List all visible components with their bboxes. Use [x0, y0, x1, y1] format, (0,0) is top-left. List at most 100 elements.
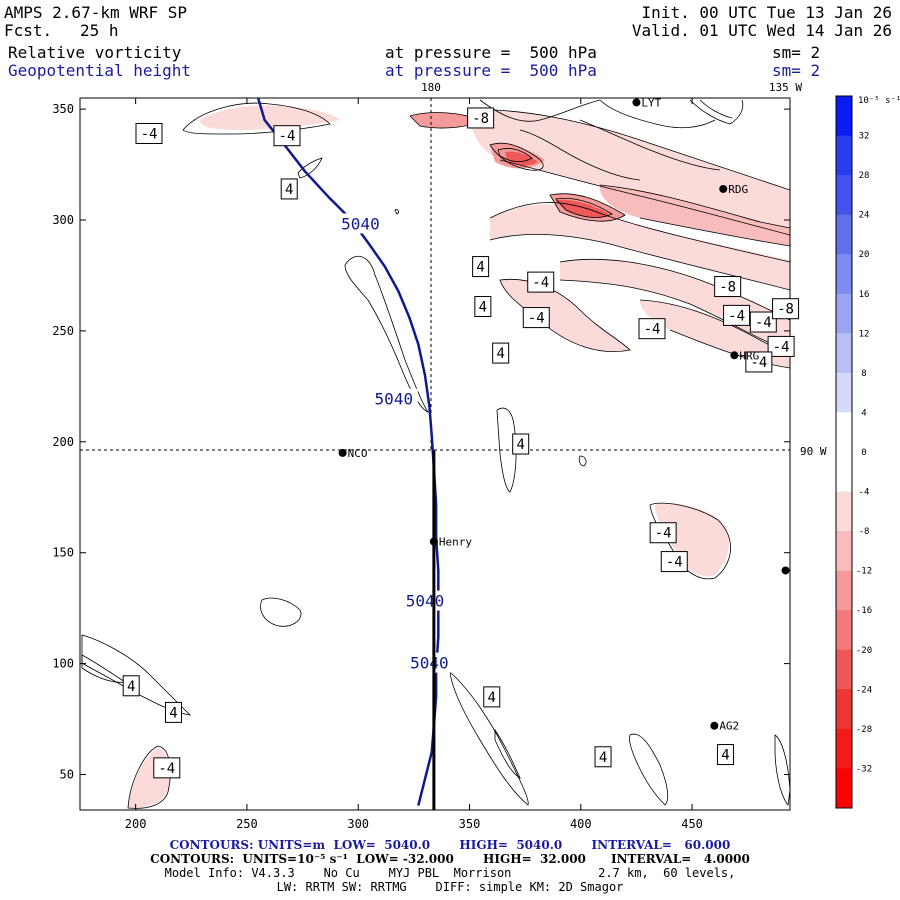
contour-line — [497, 148, 533, 162]
vorticity-label-box — [467, 107, 495, 129]
field1-name: Relative vorticity — [8, 43, 182, 62]
vorticity-label-box — [749, 311, 777, 333]
contour-line — [344, 255, 430, 413]
height-contour-label: 5040 — [410, 654, 449, 673]
vorticity-label: 4 — [127, 679, 135, 695]
height-contour-label: 5040 — [341, 214, 380, 233]
vorticity-label: -4 — [644, 322, 661, 338]
vorticity-label-box — [522, 307, 550, 329]
vorticity-label-box — [649, 522, 677, 544]
station-marker — [781, 566, 790, 575]
meridian-180-label: 180 — [421, 81, 441, 94]
vorticity-label: 4 — [479, 299, 487, 315]
colorbar-swatch — [836, 728, 852, 769]
vorticity-label-box — [273, 125, 301, 147]
colorbar-tick-label: 32 — [859, 132, 870, 142]
vorticity-label: -8 — [719, 280, 736, 296]
x-tick-label: 400 — [570, 817, 592, 831]
vorticity-label: -4 — [728, 308, 745, 324]
vorticity-label-box — [472, 256, 490, 278]
vorticity-label: 4 — [516, 437, 524, 453]
contour-line — [81, 654, 127, 683]
station-marker — [429, 537, 438, 546]
vorticity-label-box — [716, 744, 734, 766]
height-label-bg — [336, 213, 385, 234]
colorbar-swatch — [836, 570, 852, 611]
colorbar-tick-label: 28 — [859, 171, 870, 181]
height-label-bg — [405, 652, 454, 673]
colorbar-tick-label: -16 — [856, 606, 872, 616]
height-contour-info: CONTOURS: UNITS=m LOW= 5040.0 HIGH= 5040… — [169, 838, 731, 852]
contour-line — [559, 258, 791, 321]
vorticity-label: -4 — [666, 555, 683, 571]
physics-info: LW: RRTM SW: RRTMG DIFF: simple KM: 2D S… — [276, 880, 624, 894]
contour-line — [499, 159, 791, 236]
colorbar-swatch — [836, 412, 852, 453]
x-tick-label: 350 — [459, 817, 481, 831]
lat-lon-grid — [80, 98, 790, 451]
colorbar: 32 28 24 20 16 12 8 4 0 -4 -8 -12 -16 -20 -24 -28 -32 — [835, 95, 872, 809]
vorticity-label: -4 — [773, 339, 790, 355]
vorticity-label-box — [280, 178, 298, 200]
colorbar-swatch — [836, 293, 852, 334]
colorbar-tick-label: -12 — [856, 567, 872, 577]
colorbar-swatch — [836, 491, 852, 532]
contour-line — [494, 728, 521, 779]
station-label: AG2 — [719, 720, 739, 733]
contour-line — [639, 217, 791, 247]
contour-line — [559, 279, 791, 353]
height-label-bg — [369, 388, 418, 409]
vorticity-label: 4 — [285, 182, 293, 198]
vorticity-label-box — [714, 276, 742, 298]
vorticity-label: 4 — [488, 690, 496, 706]
axes: 200 250 300 350 400 450 50 100 150 200 250 300 350 — [52, 98, 790, 831]
station-label: HRG — [739, 349, 759, 362]
meridian-135w-label: 135 W — [769, 81, 802, 94]
station-marker — [719, 184, 728, 193]
station-label: Henry — [439, 536, 472, 549]
vorticity-label-box — [772, 298, 800, 320]
contour-line — [260, 597, 302, 627]
y-tick-label: 200 — [52, 435, 74, 449]
vorticity-label-box — [638, 318, 666, 340]
y-tick-label: 50 — [60, 768, 74, 782]
vorticity-label-box — [164, 701, 182, 723]
colorbar-swatch — [836, 531, 852, 572]
colorbar-swatch — [836, 372, 852, 413]
valid-time: Valid. 01 UTC Wed 14 Jan 26 — [631, 21, 892, 40]
vorticity-label-box — [153, 757, 181, 779]
field2-name: Geopotential height — [8, 61, 192, 80]
vorticity-label: 4 — [169, 705, 177, 721]
forecast-hour: 25 h — [80, 21, 119, 40]
vorticity-label: 4 — [476, 260, 484, 276]
vorticity-contours — [81, 99, 791, 809]
contour-line — [549, 193, 626, 222]
contour-line — [689, 99, 744, 125]
x-tick-label: 450 — [681, 817, 703, 831]
colorbar-tick-label: 4 — [861, 408, 866, 418]
vorticity-label-box — [723, 304, 751, 326]
vorticity-label-box — [135, 122, 163, 144]
contour-line — [182, 102, 331, 135]
colorbar-swatch — [836, 649, 852, 690]
colorbar-swatch — [836, 135, 852, 176]
contour-line — [449, 670, 529, 806]
height-label-bg — [400, 590, 449, 611]
contour-line — [469, 109, 791, 191]
contour-line — [555, 197, 613, 218]
height-contour-5040 — [256, 97, 440, 806]
station-marker — [730, 351, 739, 360]
vorticity-label-box — [527, 271, 555, 293]
field2-smoothing: sm= 2 — [772, 61, 821, 80]
shade-band-ne-1 — [490, 204, 790, 290]
colorbar-tick-label: 0 — [861, 448, 866, 458]
contour-line — [519, 129, 641, 181]
vorticity-label: -4 — [279, 129, 296, 145]
vorticity-label: 4 — [599, 750, 607, 766]
vorticity-label-box — [512, 433, 530, 455]
field2-level: at pressure = 500 hPa — [385, 61, 597, 80]
vorticity-label-box — [492, 342, 510, 364]
station-label: RDG — [728, 183, 748, 196]
y-tick-label: 100 — [52, 657, 74, 671]
